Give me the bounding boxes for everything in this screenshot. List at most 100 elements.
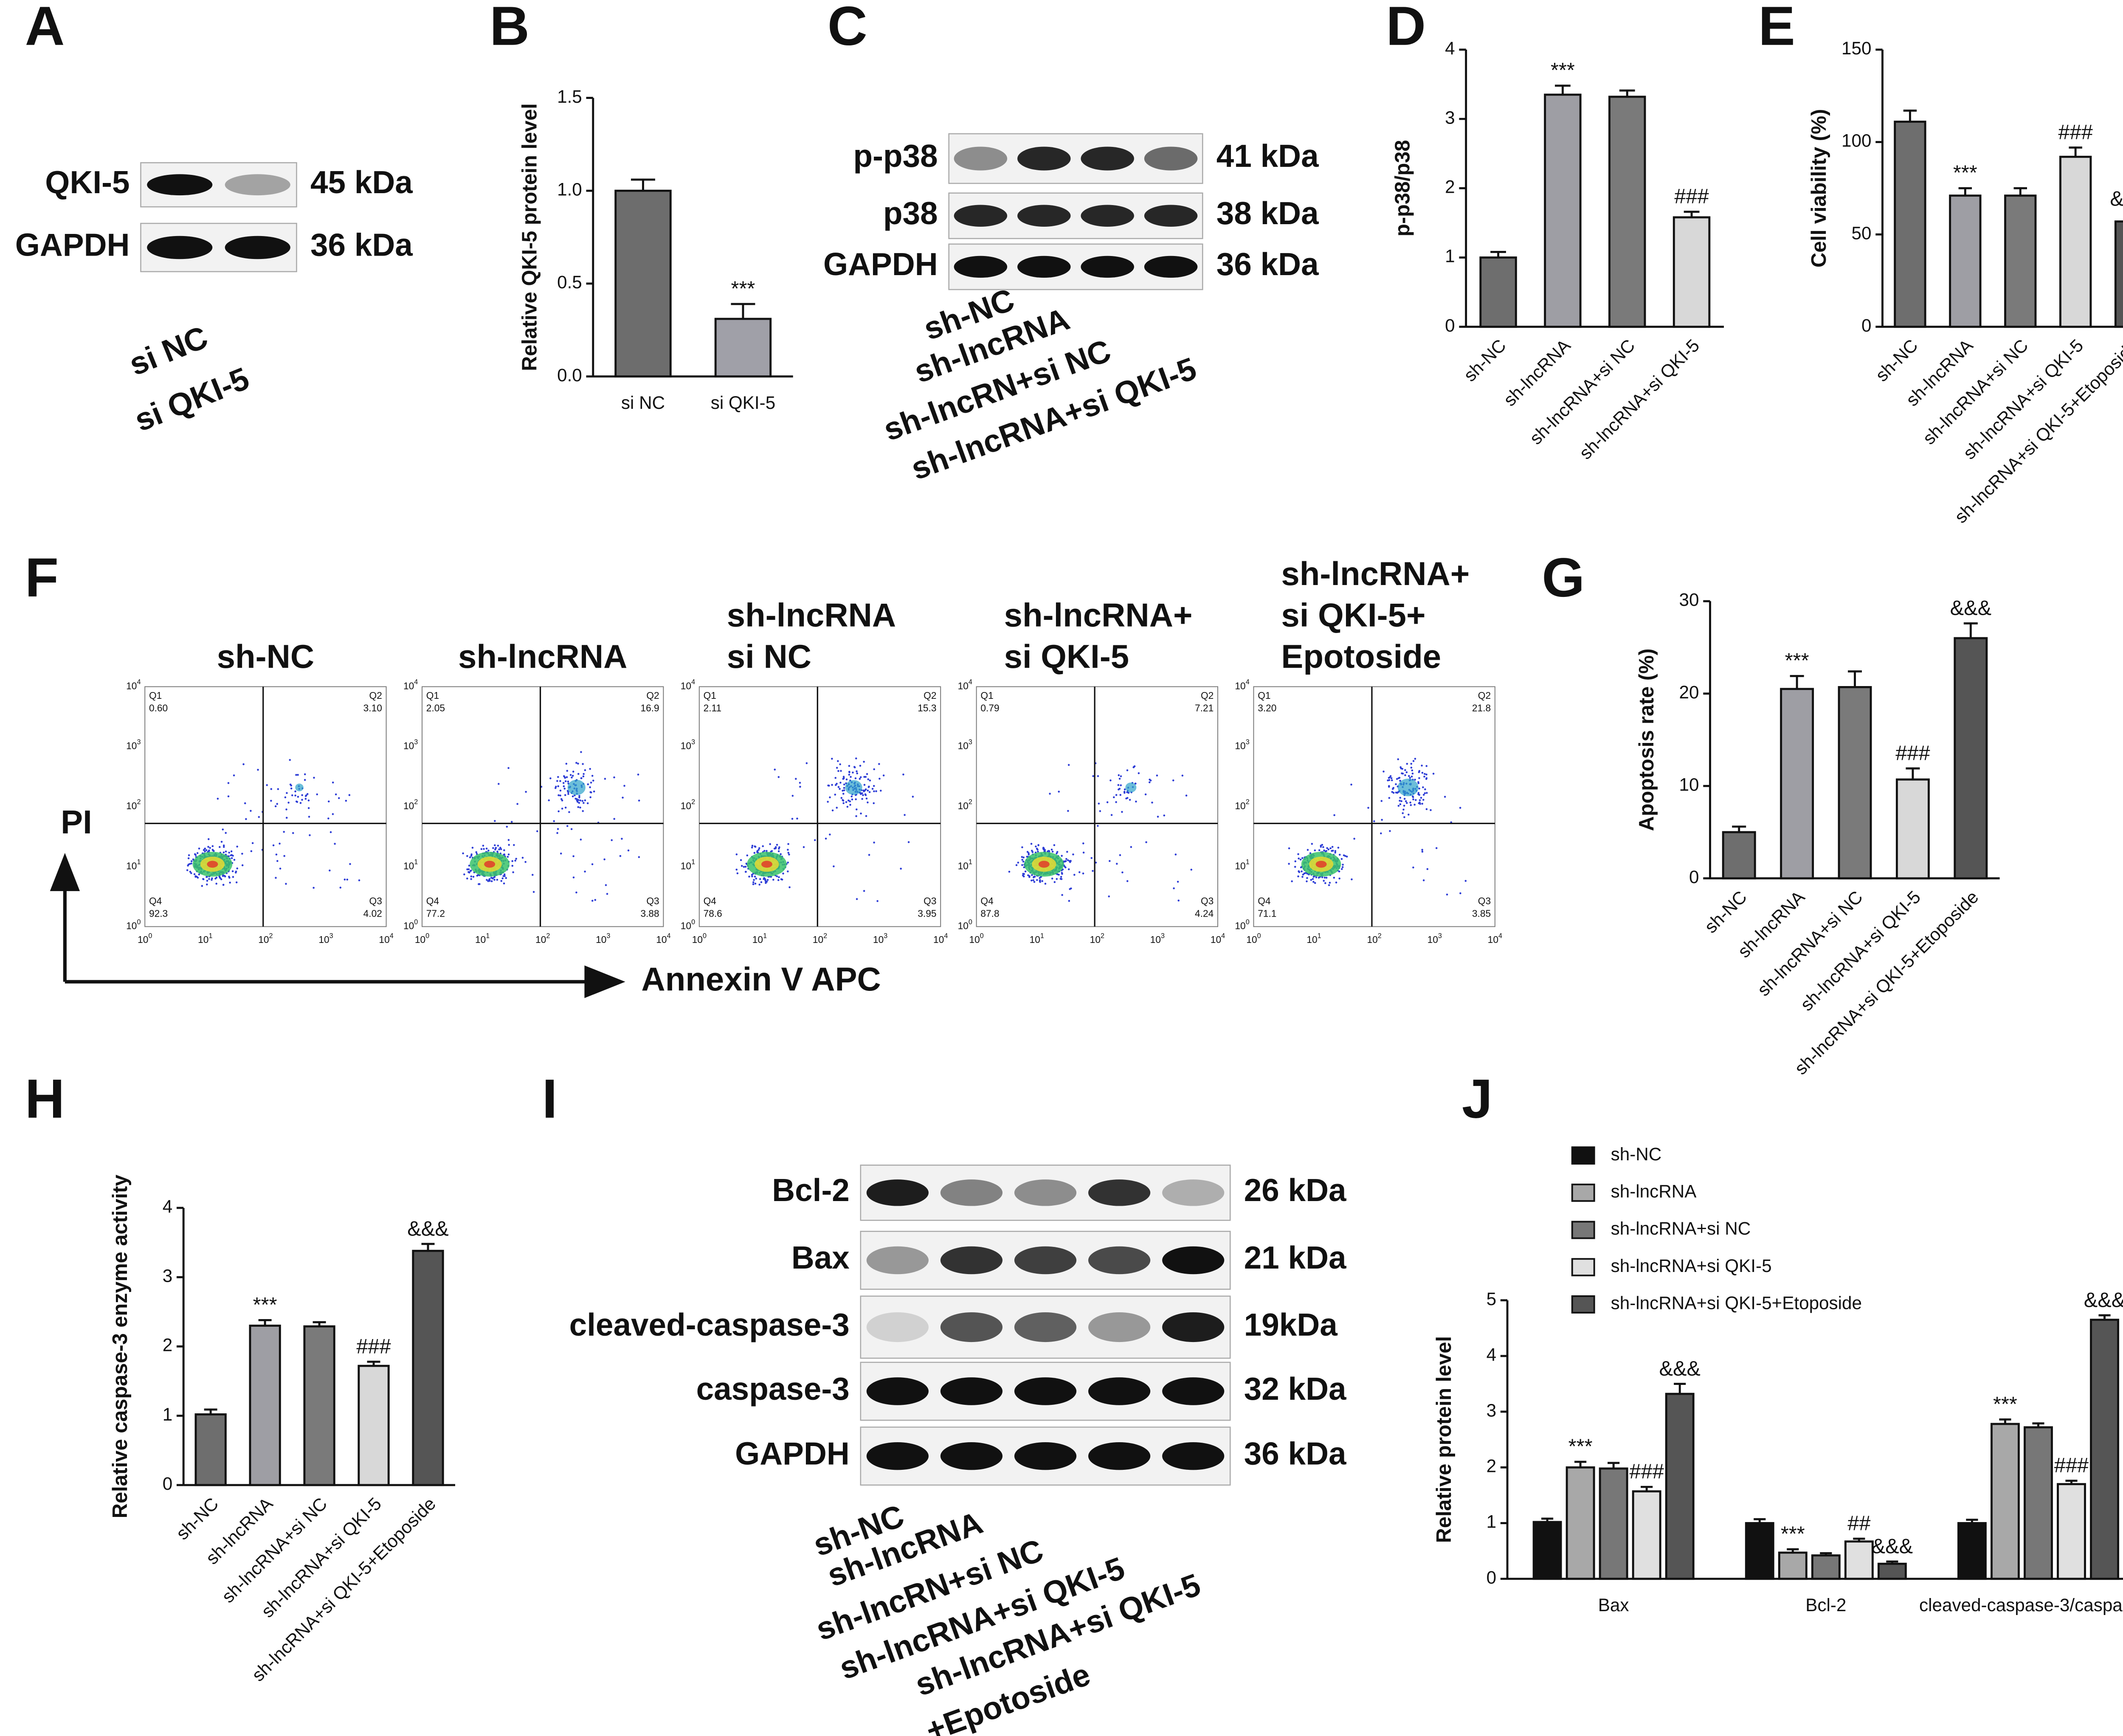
flow-dot bbox=[1092, 870, 1094, 872]
flow-dot bbox=[1078, 871, 1081, 873]
flow-dot bbox=[313, 886, 315, 889]
tick-exponent: 0 bbox=[691, 918, 695, 926]
flow-dot bbox=[1037, 844, 1039, 846]
flow-dot bbox=[1421, 802, 1423, 805]
flow-dot bbox=[1129, 799, 1131, 801]
error-bar bbox=[1641, 1486, 1653, 1491]
error-bar bbox=[1541, 1517, 1554, 1522]
flow-title: si QKI-5 bbox=[1004, 638, 1129, 675]
error-bar bbox=[1574, 1460, 1587, 1468]
blot-band bbox=[866, 1312, 929, 1342]
flow-dot bbox=[557, 776, 559, 778]
flow-x-tick-label: 100 bbox=[415, 932, 429, 945]
flow-x-tick-label: 101 bbox=[475, 932, 490, 945]
tick-exponent: 0 bbox=[1257, 932, 1261, 940]
flow-dot bbox=[1099, 810, 1101, 812]
flow-dot bbox=[1412, 867, 1414, 869]
flow-dot bbox=[220, 841, 223, 843]
flow-dot bbox=[1028, 852, 1030, 854]
flow-dot bbox=[187, 857, 190, 859]
flow-x-tick-label: 101 bbox=[1030, 932, 1044, 945]
flow-dot bbox=[1459, 807, 1461, 809]
blot-band bbox=[1088, 1377, 1151, 1405]
flow-dot bbox=[207, 846, 209, 848]
flow-dot bbox=[1069, 861, 1071, 863]
flow-dot bbox=[563, 788, 566, 790]
panel-label: G bbox=[1542, 546, 1585, 608]
flow-dot bbox=[902, 774, 904, 776]
tick-exponent: 4 bbox=[667, 932, 671, 940]
y-tick-label: 0 bbox=[163, 1474, 172, 1494]
flow-dot bbox=[831, 784, 833, 786]
flow-dot bbox=[1049, 793, 1051, 795]
flow-dot bbox=[1061, 855, 1063, 857]
flow-dot bbox=[1341, 866, 1344, 868]
flow-dot bbox=[266, 784, 268, 786]
flow-dot bbox=[1430, 809, 1432, 811]
flow-dot bbox=[1123, 792, 1126, 794]
flow-dot bbox=[1425, 778, 1428, 780]
tick-exponent: 0 bbox=[425, 932, 429, 940]
flow-dot bbox=[257, 768, 259, 771]
flow-plot-frame bbox=[422, 686, 664, 927]
blot-row-label: p-p38 bbox=[853, 138, 938, 174]
tick-base: 10 bbox=[969, 934, 980, 945]
flow-dot bbox=[1412, 760, 1415, 762]
flow-dot bbox=[842, 776, 845, 778]
flow-dot bbox=[1328, 884, 1330, 886]
tick-exponent: 0 bbox=[969, 918, 972, 926]
tick-base: 10 bbox=[873, 934, 884, 945]
flow-dot bbox=[1042, 848, 1045, 850]
flow-dot bbox=[1421, 849, 1423, 851]
quadrant-value: 21.8 bbox=[1472, 702, 1491, 713]
flow-dot bbox=[1323, 849, 1325, 852]
flow-dot bbox=[836, 767, 838, 769]
x-tick-label: Bax bbox=[1598, 1595, 1629, 1615]
bar bbox=[1877, 1562, 1907, 1580]
flow-dot bbox=[860, 812, 862, 815]
flow-x-tick-label: 102 bbox=[813, 932, 827, 945]
flow-dot bbox=[763, 877, 766, 879]
blot-size-label: 19kDa bbox=[1244, 1307, 1338, 1342]
flow-dot bbox=[297, 774, 299, 776]
y-tick-label: 3 bbox=[163, 1266, 172, 1286]
error-bar bbox=[1820, 1552, 1832, 1556]
flow-dot bbox=[507, 855, 509, 858]
quadrant-value: 16.9 bbox=[640, 702, 659, 713]
flow-dot bbox=[744, 871, 747, 873]
y-tick-label: 1.5 bbox=[557, 87, 582, 107]
flow-dot bbox=[842, 802, 845, 804]
error-bar bbox=[1619, 89, 1635, 97]
blot-band bbox=[940, 1312, 1003, 1342]
flow-dot bbox=[560, 853, 562, 855]
flow-dot bbox=[309, 834, 311, 836]
bar bbox=[1479, 256, 1517, 328]
flow-dot bbox=[868, 785, 870, 788]
flow-dot bbox=[566, 825, 569, 827]
flow-dot bbox=[231, 857, 233, 859]
flow-dot bbox=[1404, 769, 1406, 771]
flow-dot bbox=[776, 844, 778, 846]
flow-dot bbox=[855, 815, 857, 817]
annotation: *** bbox=[253, 1294, 277, 1317]
panel-label: E bbox=[1758, 0, 1795, 57]
flow-dot bbox=[493, 876, 496, 878]
blot-row-label: GAPDH bbox=[735, 1435, 850, 1471]
flow-dot bbox=[572, 876, 575, 879]
flow-title: sh-lncRNA bbox=[727, 596, 896, 634]
flow-dot bbox=[1067, 810, 1069, 812]
flow-dot bbox=[848, 774, 850, 776]
flow-dot bbox=[1030, 843, 1033, 845]
flow-dot bbox=[799, 785, 801, 788]
flow-dot bbox=[1115, 801, 1117, 803]
flow-dot bbox=[780, 853, 782, 855]
flow-dot bbox=[494, 820, 496, 822]
error-bar bbox=[2069, 146, 2082, 157]
flow-dot bbox=[1340, 858, 1343, 860]
flow-y-tick-label: 100 bbox=[126, 918, 141, 931]
flow-dot bbox=[1121, 811, 1123, 813]
flow-dot bbox=[839, 763, 841, 765]
flow-dot bbox=[839, 788, 841, 790]
flow-dot bbox=[1008, 870, 1011, 873]
tick-base: 10 bbox=[681, 860, 691, 871]
